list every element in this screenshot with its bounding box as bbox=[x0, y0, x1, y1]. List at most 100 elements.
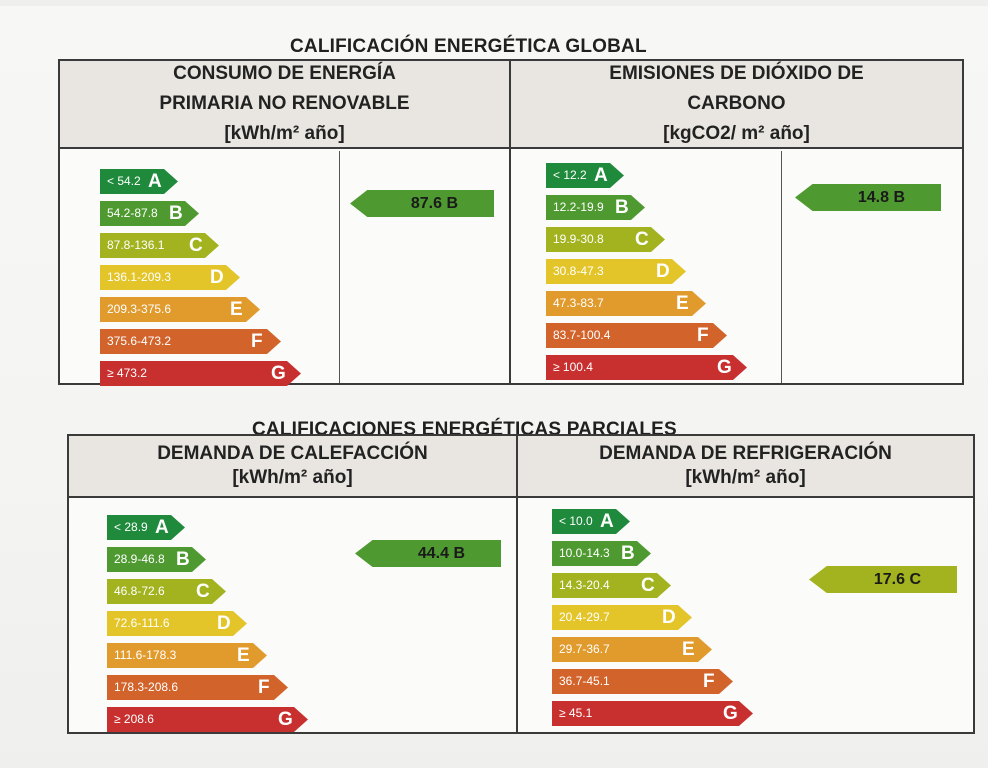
global-rating-title: CALIFICACIÓN ENERGÉTICA GLOBAL bbox=[290, 36, 647, 57]
calefaccion-header-line1: DEMANDA DE CALEFACCIÓN bbox=[157, 443, 428, 464]
rating-bar-b: 28.9-46.8 B bbox=[107, 547, 206, 572]
calefaccion-rating-indicator: 44.4 B bbox=[355, 540, 501, 567]
rating-range-label: 47.3-83.7 bbox=[553, 296, 604, 310]
rating-bar-e: 29.7-36.7 E bbox=[552, 637, 712, 662]
rating-letter: D bbox=[217, 613, 231, 634]
rating-bar-e: 111.6-178.3 E bbox=[107, 643, 267, 668]
rating-range-label: 29.7-36.7 bbox=[559, 642, 610, 656]
rating-range-label: ≥ 473.2 bbox=[107, 366, 147, 380]
rating-range-label: 178.3-208.6 bbox=[114, 680, 179, 694]
rating-letter: D bbox=[662, 607, 676, 628]
emisiones-header: EMISIONES DE DIÓXIDO DE CARBONO [kgCO2/ … bbox=[511, 61, 962, 149]
rating-bar-e: 47.3-83.7 E bbox=[546, 291, 706, 316]
rating-letter: E bbox=[237, 645, 250, 666]
rating-bar-a: < 28.9 A bbox=[107, 515, 185, 540]
rating-letter: E bbox=[230, 299, 243, 320]
rating-bar-a: < 54.2 A bbox=[100, 169, 178, 194]
rating-range-label: ≥ 45.1 bbox=[559, 706, 593, 720]
emisiones-value-divider bbox=[781, 151, 782, 383]
rating-range-label: 14.3-20.4 bbox=[559, 578, 610, 592]
rating-range-label: 209.3-375.6 bbox=[107, 302, 172, 316]
emisiones-rating-indicator: 14.8 B bbox=[795, 184, 941, 211]
rating-bar-f: 83.7-100.4 F bbox=[546, 323, 727, 348]
rating-letter: F bbox=[697, 325, 709, 346]
consumo-unit: [kWh/m² año] bbox=[224, 123, 345, 144]
rating-bar-f: 36.7-45.1 F bbox=[552, 669, 733, 694]
rating-letter: E bbox=[676, 293, 689, 314]
rating-letter: A bbox=[148, 171, 162, 192]
rating-letter: D bbox=[656, 261, 670, 282]
rating-letter: B bbox=[621, 543, 635, 564]
rating-bar-c: 14.3-20.4 C bbox=[552, 573, 671, 598]
rating-bar-g: ≥ 208.6 G bbox=[107, 707, 308, 732]
rating-range-label: ≥ 100.4 bbox=[553, 360, 593, 374]
rating-bar-b: 10.0-14.3 B bbox=[552, 541, 651, 566]
rating-letter: C bbox=[196, 581, 210, 602]
rating-range-label: ≥ 208.6 bbox=[114, 712, 154, 726]
calefaccion-header: DEMANDA DE CALEFACCIÓN [kWh/m² año] bbox=[69, 436, 516, 498]
rating-range-label: 10.0-14.3 bbox=[559, 546, 610, 560]
table-divider bbox=[509, 61, 511, 383]
rating-letter: F bbox=[251, 331, 263, 352]
rating-bar-c: 19.9-30.8 C bbox=[546, 227, 665, 252]
rating-bar-c: 46.8-72.6 C bbox=[107, 579, 226, 604]
consumo-header-line2: PRIMARIA NO RENOVABLE bbox=[159, 93, 410, 114]
rating-bar-g: ≥ 45.1 G bbox=[552, 701, 753, 726]
rating-bar-b: 54.2-87.8 B bbox=[100, 201, 199, 226]
rating-range-label: 19.9-30.8 bbox=[553, 232, 604, 246]
partial-table-divider bbox=[516, 436, 518, 732]
rating-range-label: 111.6-178.3 bbox=[114, 648, 177, 662]
rating-bar-f: 375.6-473.2 F bbox=[100, 329, 281, 354]
rating-bar-d: 20.4-29.7 D bbox=[552, 605, 692, 630]
refrigeracion-header: DEMANDA DE REFRIGERACIÓN [kWh/m² año] bbox=[518, 436, 973, 498]
rating-bar-b: 12.2-19.9 B bbox=[546, 195, 645, 220]
refrigeracion-rating-indicator: 17.6 C bbox=[809, 566, 957, 593]
rating-bar-a: < 10.0 A bbox=[552, 509, 630, 534]
refrigeracion-unit: [kWh/m² año] bbox=[685, 467, 806, 488]
rating-range-label: < 28.9 bbox=[114, 520, 148, 534]
consumo-header: CONSUMO DE ENERGÍA PRIMARIA NO RENOVABLE… bbox=[60, 61, 509, 149]
rating-letter: B bbox=[615, 197, 629, 218]
rating-range-label: 136.1-209.3 bbox=[107, 270, 172, 284]
rating-letter: D bbox=[210, 267, 224, 288]
emisiones-unit: [kgCO2/ m² año] bbox=[663, 123, 810, 144]
rating-range-label: 30.8-47.3 bbox=[553, 264, 604, 278]
rating-range-label: 72.6-111.6 bbox=[114, 616, 170, 630]
rating-bar-a: < 12.2 A bbox=[546, 163, 624, 188]
rating-range-label: 87.8-136.1 bbox=[107, 238, 165, 252]
rating-letter: A bbox=[594, 165, 608, 186]
rating-range-label: 83.7-100.4 bbox=[553, 328, 611, 342]
emisiones-header-line2: CARBONO bbox=[687, 93, 786, 114]
rating-letter: A bbox=[155, 517, 169, 538]
consumo-header-line1: CONSUMO DE ENERGÍA bbox=[173, 63, 396, 84]
rating-letter: B bbox=[169, 203, 183, 224]
rating-letter: A bbox=[600, 511, 614, 532]
rating-letter: B bbox=[176, 549, 190, 570]
rating-letter: C bbox=[641, 575, 655, 596]
rating-letter: G bbox=[723, 703, 738, 724]
rating-range-label: 54.2-87.8 bbox=[107, 206, 158, 220]
rating-letter: C bbox=[635, 229, 649, 250]
rating-letter: C bbox=[189, 235, 203, 256]
rating-bar-d: 72.6-111.6 D bbox=[107, 611, 247, 636]
rating-range-label: < 54.2 bbox=[107, 174, 141, 188]
rating-bar-e: 209.3-375.6 E bbox=[100, 297, 260, 322]
rating-letter: G bbox=[278, 709, 293, 730]
partial-ratings-table: DEMANDA DE CALEFACCIÓN [kWh/m² año] DEMA… bbox=[67, 434, 975, 734]
calefaccion-unit: [kWh/m² año] bbox=[232, 467, 353, 488]
rating-range-label: 12.2-19.9 bbox=[553, 200, 604, 214]
rating-range-label: 46.8-72.6 bbox=[114, 584, 165, 598]
rating-range-label: 36.7-45.1 bbox=[559, 674, 610, 688]
consumo-value-divider bbox=[339, 151, 340, 383]
rating-bar-d: 136.1-209.3 D bbox=[100, 265, 240, 290]
rating-bar-f: 178.3-208.6 F bbox=[107, 675, 288, 700]
rating-letter: G bbox=[717, 357, 732, 378]
rating-letter: F bbox=[703, 671, 715, 692]
rating-letter: E bbox=[682, 639, 695, 660]
rating-range-label: 20.4-29.7 bbox=[559, 610, 610, 624]
rating-bar-g: ≥ 100.4 G bbox=[546, 355, 747, 380]
rating-letter: G bbox=[271, 363, 286, 384]
document-page: CALIFICACIÓN ENERGÉTICA GLOBAL CONSUMO D… bbox=[0, 6, 988, 768]
rating-letter: F bbox=[258, 677, 270, 698]
refrigeracion-header-line1: DEMANDA DE REFRIGERACIÓN bbox=[599, 443, 892, 464]
